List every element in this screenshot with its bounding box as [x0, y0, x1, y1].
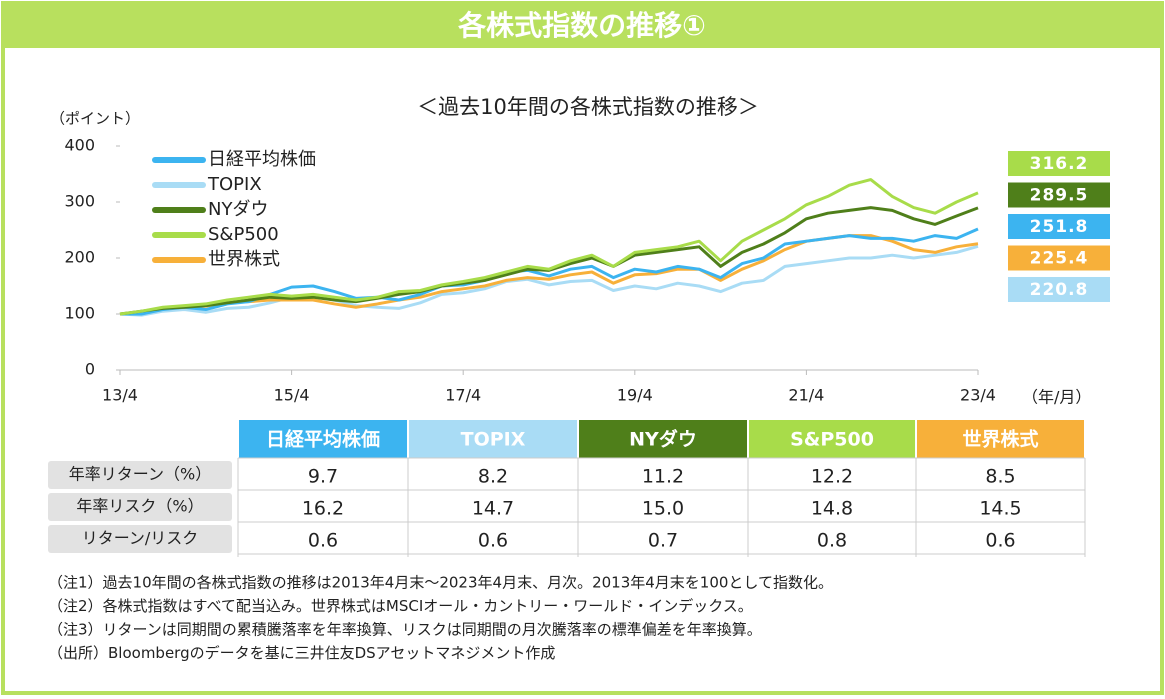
row-label-cell — [48, 461, 232, 489]
y-tick-label: 200 — [64, 248, 95, 267]
legend-label: TOPIX — [207, 174, 262, 195]
row-label: リターン/リスク — [82, 529, 199, 548]
y-tick-label: 300 — [64, 192, 95, 211]
table-cell: 14.7 — [472, 498, 514, 520]
end-label-box — [1008, 182, 1110, 208]
row-label-cell — [48, 525, 232, 553]
y-tick-label: 100 — [64, 304, 95, 323]
table-header-cell — [579, 420, 747, 458]
end-label-box — [1008, 151, 1110, 176]
table-header-cell — [749, 420, 915, 458]
end-label: 289.5 — [1030, 186, 1089, 206]
table-header: TOPIX — [461, 429, 526, 451]
table-cell: 15.0 — [642, 498, 684, 520]
end-label: 225.4 — [1030, 249, 1089, 269]
table-cell: 9.7 — [308, 466, 338, 488]
table-cell: 8.2 — [478, 466, 508, 488]
note: （注2）各株式指数はすべて配当込み。世界株式はMSCIオール・カントリー・ワール… — [48, 597, 753, 615]
table-cell: 12.2 — [811, 466, 853, 488]
row-label: 年率リターン（%） — [69, 465, 211, 484]
legend-label: 世界株式 — [208, 249, 280, 270]
legend-label: S&P500 — [208, 224, 279, 245]
table-cell: 14.5 — [979, 498, 1021, 520]
table-cell: 11.2 — [642, 466, 684, 488]
end-label: 316.2 — [1030, 154, 1089, 174]
end-label-box — [1008, 277, 1110, 302]
x-tick-label: 13/4 — [102, 386, 138, 405]
chart-title: ＜過去10年間の各株式指数の推移＞ — [417, 95, 759, 119]
table-cell: 0.6 — [985, 530, 1015, 552]
end-label-box — [1008, 214, 1110, 239]
table-cell: 0.7 — [648, 530, 678, 552]
y-axis-label: （ポイント） — [50, 110, 140, 128]
table-cell: 8.5 — [985, 466, 1015, 488]
table-header-cell — [917, 420, 1084, 458]
table-cell: 0.8 — [817, 530, 847, 552]
row-label: 年率リスク（%） — [76, 497, 203, 516]
note: （注3）リターンは同期間の累積騰落率を年率換算、リスクは同期間の月次騰落率の標準… — [48, 621, 762, 639]
x-axis-label: （年/月） — [1022, 388, 1091, 407]
x-tick-label: 23/4 — [960, 386, 996, 405]
series-line — [119, 244, 979, 317]
table-header-cell — [409, 420, 577, 458]
table-cell: 14.8 — [811, 498, 853, 520]
note: （注1）過去10年間の各株式指数の推移は2013年4月末～2023年4月末、月次… — [48, 574, 833, 592]
table-header-cell — [239, 420, 407, 458]
note: （出所）Bloombergのデータを基に三井住友DSアセットマネジメント作成 — [48, 644, 555, 662]
table-cell: 0.6 — [478, 530, 508, 552]
table-header: S&P500 — [790, 429, 874, 451]
end-label: 251.8 — [1030, 217, 1089, 237]
table-header: 世界株式 — [962, 428, 1038, 451]
table-cell: 16.2 — [302, 498, 344, 520]
legend-label: NYダウ — [208, 199, 268, 220]
end-label: 220.8 — [1030, 280, 1089, 300]
end-label-box — [1008, 245, 1110, 271]
table-header: NYダウ — [629, 428, 697, 451]
y-tick-label: 0 — [85, 360, 95, 379]
table-cell: 0.6 — [308, 530, 338, 552]
x-tick-label: 19/4 — [617, 386, 653, 405]
table-header: 日経平均株価 — [266, 428, 380, 451]
y-tick-label: 400 — [64, 136, 95, 155]
page-title: 各株式指数の推移① — [457, 9, 706, 42]
x-tick-label: 17/4 — [445, 386, 481, 405]
series-line — [119, 178, 979, 316]
legend-label: 日経平均株価 — [208, 149, 316, 170]
x-tick-label: 21/4 — [788, 386, 824, 405]
x-tick-label: 15/4 — [274, 386, 310, 405]
header-band — [3, 3, 1162, 48]
row-label-cell — [48, 493, 232, 521]
